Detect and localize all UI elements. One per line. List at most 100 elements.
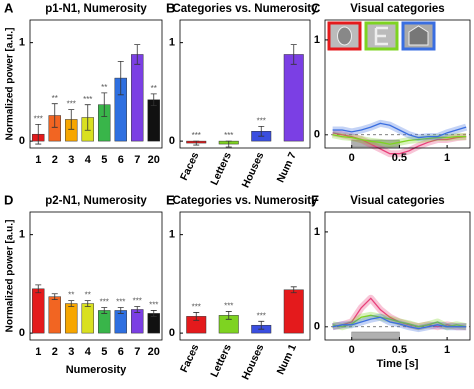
significance: ***	[257, 116, 266, 125]
significance: ***	[224, 131, 233, 140]
plot-frame	[324, 19, 471, 149]
panel-letter: F	[311, 192, 319, 207]
panel-letter: C	[311, 0, 321, 15]
error-bar	[68, 109, 75, 130]
y-tick-label: 1	[169, 229, 175, 241]
significance: ***	[224, 302, 233, 311]
plot-frame	[324, 211, 471, 341]
panel-title: Visual categories	[350, 3, 444, 15]
bar	[283, 289, 304, 334]
bar	[32, 288, 45, 334]
significance: ***	[192, 131, 201, 140]
y-tick-label: 1	[314, 226, 320, 238]
error-bar	[290, 286, 297, 294]
error-bar	[51, 103, 58, 128]
category-icons	[327, 21, 436, 51]
x-tick-label: Num 1	[275, 342, 300, 376]
error-bar	[84, 104, 91, 131]
error-bar	[193, 140, 200, 146]
error-bar	[117, 307, 124, 314]
x-tick-label: 0.5	[392, 152, 407, 164]
line	[332, 316, 467, 330]
bar	[48, 296, 61, 334]
x-tick-label: 20	[148, 154, 160, 166]
panel-letter: E	[166, 192, 175, 207]
y-tick-label: 0	[19, 135, 25, 147]
error-bar	[150, 310, 157, 317]
panel-title: p2-N1, Numerosity	[45, 195, 147, 207]
error-bar	[35, 284, 42, 294]
x-tick-label: Faces	[178, 342, 202, 374]
x-tick-label: 5	[101, 346, 107, 358]
panel-title: Visual categories	[350, 195, 444, 207]
bar	[81, 303, 94, 334]
significance: ***	[83, 95, 92, 104]
y-tick-label: 1	[19, 229, 25, 241]
x-tick-label: 0.5	[392, 344, 407, 356]
panel-title: p1-N1, Numerosity	[45, 3, 147, 15]
error-bar	[225, 311, 232, 320]
x-tick-label: 1	[444, 344, 450, 356]
y-tick-label: 1	[19, 37, 25, 49]
x-tick-label: 1	[35, 154, 41, 166]
error-bar	[134, 44, 141, 65]
x-tick-label: 2	[52, 154, 58, 166]
error-bar	[117, 60, 124, 96]
error-bar	[290, 44, 297, 65]
bar	[98, 310, 111, 334]
significance: **	[151, 84, 157, 93]
significance: **	[52, 94, 58, 103]
x-tick-label: 0	[349, 344, 355, 356]
x-tick-label: 3	[68, 154, 74, 166]
x-tick-label: 1	[35, 346, 41, 358]
x-tick-label: 7	[134, 154, 140, 166]
stimulus-bar	[351, 331, 400, 340]
face-shape	[337, 26, 352, 46]
significance: ***	[149, 301, 158, 310]
y-tick-label: 0	[169, 135, 175, 147]
x-tick-label: 7	[134, 346, 140, 358]
y-tick-label: 1	[314, 34, 320, 46]
y-tick-label: 1	[169, 37, 175, 49]
x-tick-label: 2	[52, 346, 58, 358]
significance: ***	[100, 298, 109, 307]
error-bar	[225, 140, 232, 148]
error-bar	[258, 320, 265, 330]
x-tick-label: 3	[68, 346, 74, 358]
significance: ***	[34, 114, 43, 123]
error-bar	[35, 123, 42, 145]
plot-frame	[29, 19, 163, 149]
significance: **	[85, 291, 91, 300]
plot-frame	[29, 211, 163, 341]
x-tick-label: 5	[101, 154, 107, 166]
plot-frame	[179, 19, 311, 149]
y-tick-label: 0	[19, 327, 25, 339]
x-tick-label: 6	[118, 346, 124, 358]
bar	[283, 54, 304, 142]
y-tick-label: 0	[169, 327, 175, 339]
significance: ***	[67, 100, 76, 109]
x-tick-label: 20	[148, 346, 160, 358]
line	[332, 314, 467, 328]
bar	[114, 310, 127, 334]
x-tick-label: 4	[85, 154, 92, 166]
x-tick-label: Houses	[240, 342, 267, 382]
significance: **	[101, 83, 107, 92]
bar	[65, 303, 78, 334]
error-bar	[51, 293, 58, 301]
x-axis-label: Numerosity	[66, 364, 127, 376]
y-tick-label: 0	[314, 321, 320, 333]
y-axis-label: Normalized power [a.u.]	[5, 28, 16, 141]
panel-letter: B	[166, 0, 175, 15]
line	[332, 122, 467, 139]
bar	[131, 309, 144, 334]
x-tick-label: Houses	[240, 150, 267, 190]
error-bar	[84, 300, 91, 307]
x-tick-label: 0	[349, 152, 355, 164]
error-bar	[150, 93, 157, 107]
x-tick-label: 1	[444, 152, 450, 164]
x-tick-label: Letters	[208, 150, 234, 187]
error-bar	[68, 300, 75, 307]
y-tick-label: 0	[314, 129, 320, 141]
